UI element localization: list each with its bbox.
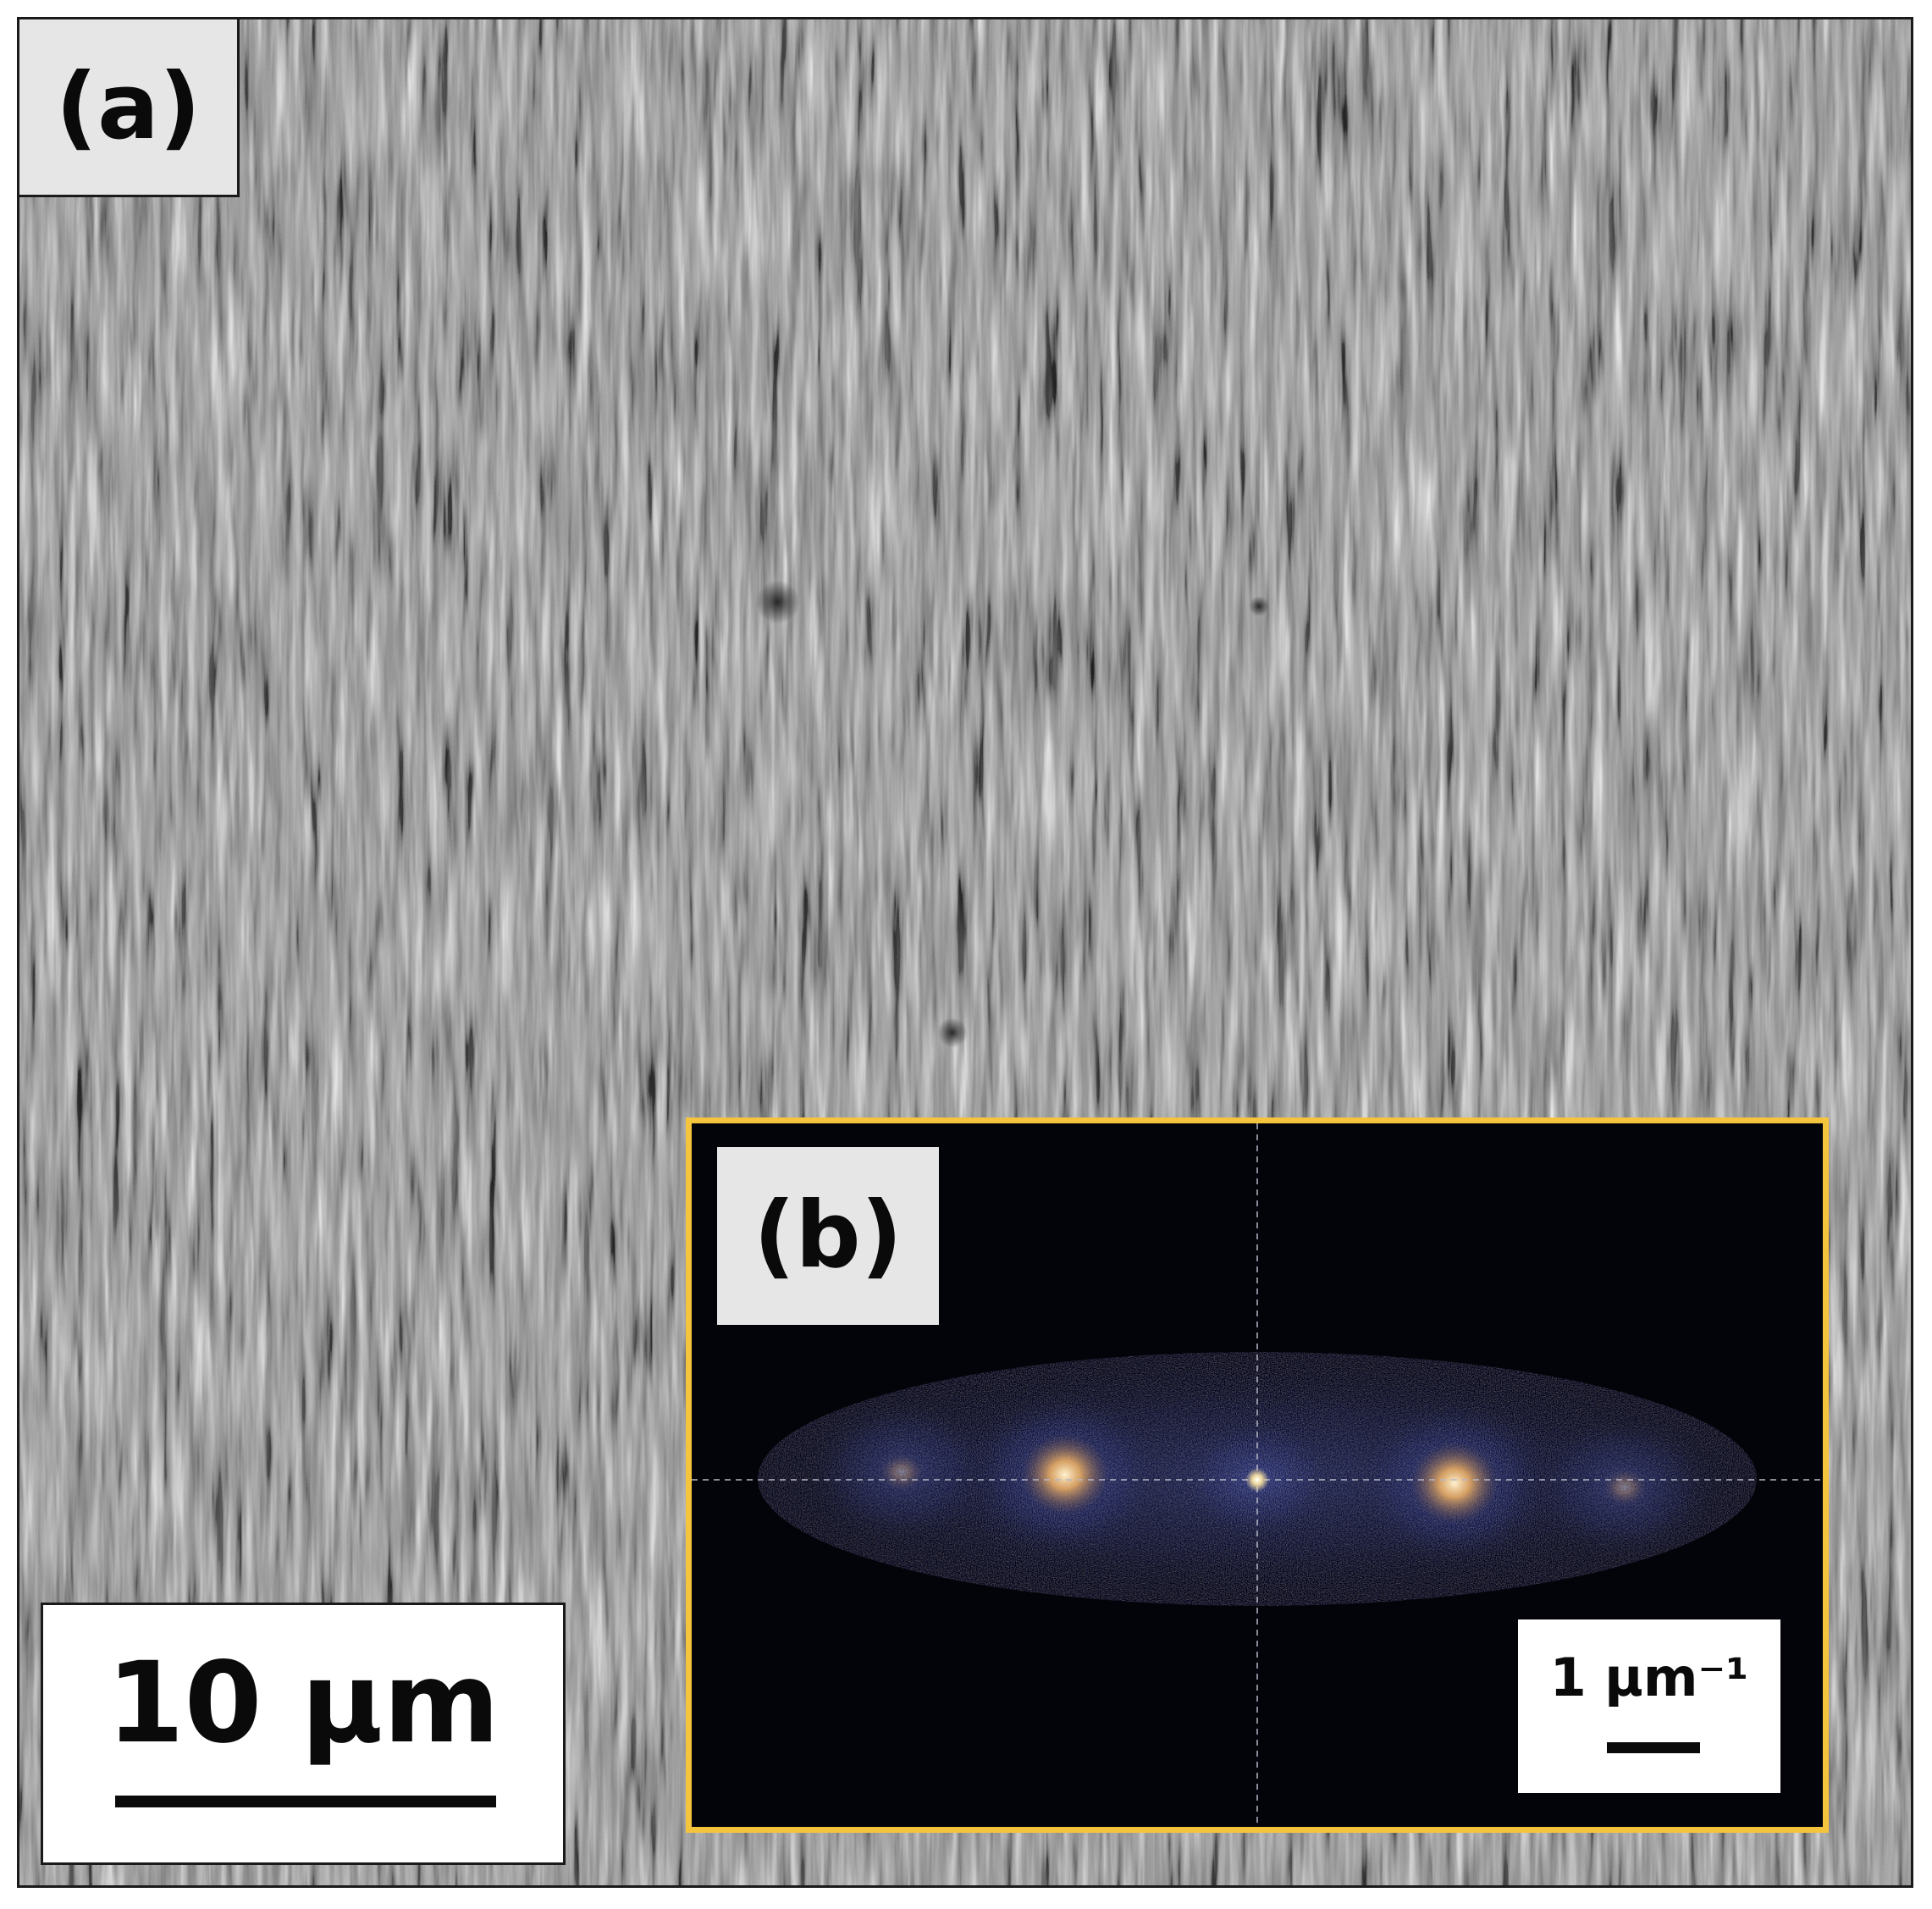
- surface-defect: [1249, 596, 1270, 617]
- fft-peak-left: [1021, 1434, 1109, 1515]
- scale-bar-label-b: 1 µm⁻¹: [1549, 1647, 1749, 1708]
- surface-defect: [755, 580, 800, 625]
- scale-bar-label-a: 10 µm: [106, 1638, 500, 1768]
- sem-figure: (a) 10 µm: [17, 17, 1913, 1888]
- fft-pattern: [692, 1123, 1823, 1827]
- sem-micrograph: [19, 19, 1911, 1885]
- fft-inset-panel: (b) 1 µm⁻¹: [686, 1117, 1829, 1833]
- fft-center-spot: [1245, 1468, 1269, 1492]
- scale-bar-box-a: 10 µm: [41, 1603, 566, 1865]
- panel-label-b: (b): [717, 1147, 939, 1325]
- surface-defect: [937, 1017, 968, 1048]
- scale-bar-line-b: [1607, 1742, 1700, 1753]
- panel-label-a: (a): [19, 19, 240, 197]
- scale-bar-box-b: 1 µm⁻¹: [1518, 1619, 1780, 1793]
- fft-peak-right: [1410, 1443, 1499, 1524]
- scale-bar-line-a: [115, 1796, 496, 1807]
